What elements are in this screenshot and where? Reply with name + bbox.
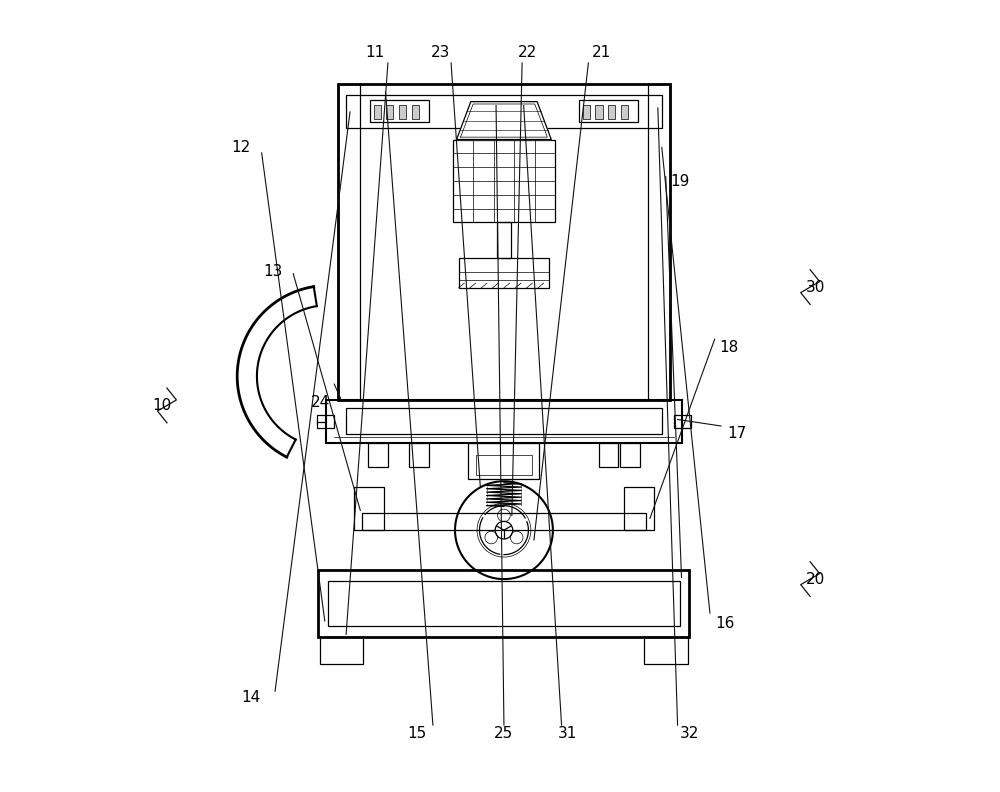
Text: 22: 22 (518, 45, 537, 60)
Text: 12: 12 (232, 140, 251, 155)
Bar (674, 415, 691, 428)
Bar (579, 100, 638, 122)
Bar (476, 455, 532, 475)
Bar (621, 105, 628, 119)
Text: 18: 18 (719, 340, 738, 355)
Text: 23: 23 (431, 45, 450, 60)
Bar (320, 637, 363, 664)
Bar (346, 408, 662, 434)
Text: 14: 14 (242, 690, 261, 705)
Bar (459, 258, 549, 287)
Bar (583, 105, 590, 119)
Bar (595, 105, 603, 119)
Text: 32: 32 (680, 726, 699, 741)
Bar (328, 581, 680, 626)
Bar (620, 444, 640, 467)
Bar (599, 444, 618, 467)
Text: 17: 17 (727, 426, 746, 441)
Text: 24: 24 (311, 395, 330, 409)
Bar (374, 105, 381, 119)
Bar (370, 100, 429, 122)
Bar (368, 444, 388, 467)
Bar (644, 637, 688, 664)
Bar (354, 487, 384, 530)
Text: 25: 25 (494, 726, 514, 741)
Bar (399, 105, 406, 119)
Text: 30: 30 (806, 280, 825, 295)
Polygon shape (457, 101, 551, 139)
Text: 10: 10 (153, 398, 172, 413)
Bar (346, 94, 662, 128)
Bar (317, 415, 334, 428)
Bar (409, 444, 429, 467)
Bar (318, 569, 689, 637)
Text: 11: 11 (366, 45, 385, 60)
Bar (453, 139, 555, 223)
Bar (338, 84, 360, 400)
Text: 20: 20 (806, 572, 825, 587)
Bar (362, 512, 646, 530)
Bar (468, 444, 539, 479)
Bar (326, 400, 682, 444)
Bar (608, 105, 615, 119)
Bar (412, 105, 419, 119)
Bar (497, 223, 511, 258)
Bar (624, 487, 654, 530)
Text: 21: 21 (591, 45, 611, 60)
Text: 13: 13 (263, 264, 282, 279)
Bar (386, 105, 393, 119)
Text: 19: 19 (670, 173, 690, 188)
Bar (648, 84, 670, 400)
Text: 31: 31 (557, 726, 577, 741)
Text: 16: 16 (715, 616, 735, 630)
Text: 15: 15 (408, 726, 427, 741)
Bar (338, 84, 670, 400)
